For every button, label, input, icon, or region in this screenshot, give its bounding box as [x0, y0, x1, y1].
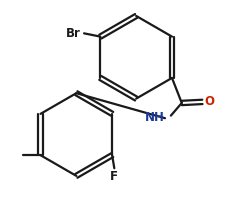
- Text: Br: Br: [66, 27, 81, 40]
- Text: O: O: [204, 95, 214, 108]
- Text: NH: NH: [145, 111, 165, 124]
- Text: F: F: [110, 170, 118, 184]
